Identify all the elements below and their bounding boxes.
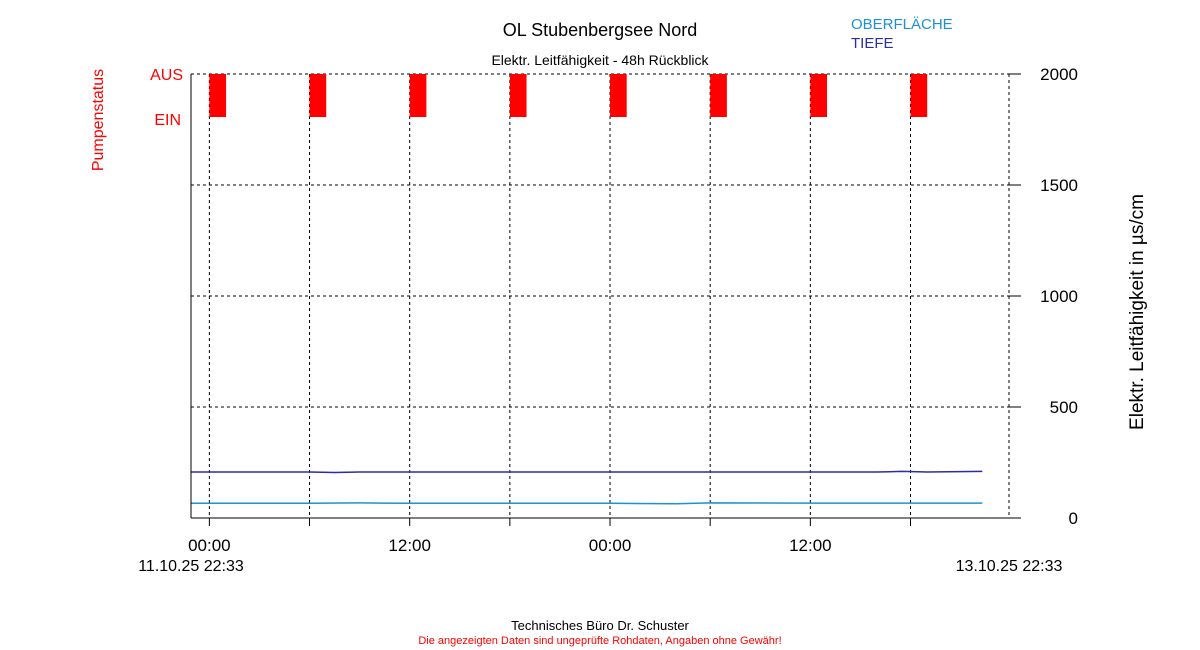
- pump-on-bar: [610, 74, 627, 117]
- x-tick-label: 00:00: [589, 536, 632, 555]
- axes: [190, 73, 1021, 526]
- x-tick-label: 12:00: [388, 536, 431, 555]
- y-tick-label: 0: [1069, 509, 1078, 528]
- x-tick-labels: 00:00 12:00 00:00 12:00: [188, 536, 832, 555]
- legend-item-depth: TIEFE: [851, 35, 894, 52]
- pump-state-off-label: AUS: [150, 67, 183, 84]
- y-tick-label: 2000: [1040, 65, 1078, 84]
- series-line-depth: [191, 470, 983, 474]
- x-tick-label: 12:00: [789, 536, 832, 555]
- y-axis-title: Elektr. Leitfähigkeit in µs/cm: [1127, 194, 1148, 430]
- legend-item-surface: OBERFLÄCHE: [851, 16, 953, 33]
- pump-status-bars: [209, 74, 928, 117]
- pump-on-bar: [209, 74, 227, 117]
- footer-disclaimer: Die angezeigten Daten sind ungeprüfte Ro…: [418, 635, 782, 647]
- pump-on-bar: [509, 74, 527, 117]
- pump-state-on-label: EIN: [154, 112, 181, 129]
- legend: OBERFLÄCHE TIEFE: [851, 16, 953, 52]
- y-tick-label: 1500: [1040, 176, 1078, 195]
- chart-subtitle: Elektr. Leitfähigkeit - 48h Rückblick: [491, 52, 709, 68]
- pump-axis-label: Pumpenstatus: [90, 69, 107, 171]
- y-tick-label: 1000: [1040, 287, 1078, 306]
- pump-on-bar: [710, 74, 727, 117]
- x-end-label: 13.10.25 22:33: [956, 558, 1063, 575]
- grid: [191, 73, 1010, 518]
- footer-company: Technisches Büro Dr. Schuster: [511, 618, 689, 633]
- pump-on-bar: [910, 74, 928, 117]
- series-lines: [191, 470, 983, 505]
- y-tick-labels: 0 500 1000 1500 2000: [1040, 65, 1078, 528]
- x-tick-label: 00:00: [188, 536, 231, 555]
- pump-on-bar: [309, 74, 327, 117]
- x-start-label: 11.10.25 22:33: [138, 558, 244, 575]
- pump-on-bar: [409, 74, 427, 117]
- pump-on-bar: [810, 74, 828, 117]
- series-line-surface: [191, 502, 983, 505]
- y-tick-label: 500: [1050, 398, 1078, 417]
- chart-title: OL Stubenbergsee Nord: [503, 20, 697, 40]
